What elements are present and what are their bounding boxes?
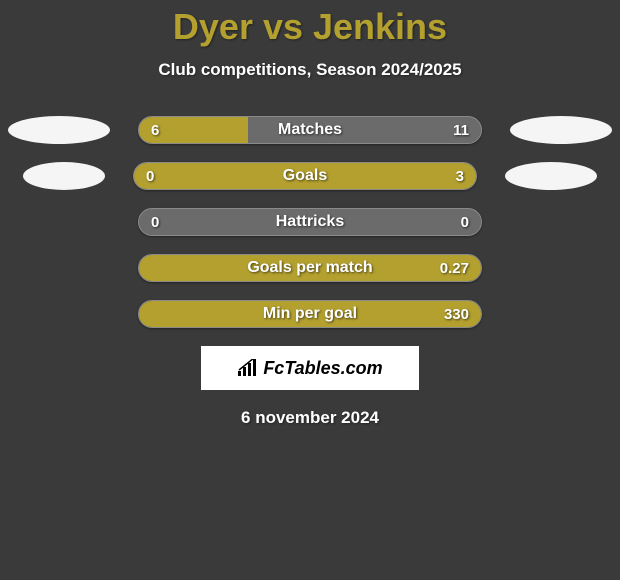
player-avatar-left xyxy=(8,116,110,144)
stat-bar: 0.27Goals per match xyxy=(138,254,482,282)
page-title: Dyer vs Jenkins xyxy=(0,0,620,48)
stat-label: Goals per match xyxy=(139,255,481,281)
player-avatar-right xyxy=(510,116,612,144)
stat-row: 00Hattricks xyxy=(0,208,620,236)
avatar-spacer xyxy=(510,208,612,236)
logo-text: FcTables.com xyxy=(263,358,382,379)
avatar-spacer xyxy=(8,254,110,282)
player-avatar-left xyxy=(23,162,105,190)
avatar-spacer xyxy=(510,254,612,282)
date-text: 6 november 2024 xyxy=(0,408,620,428)
stat-row: 330Min per goal xyxy=(0,300,620,328)
avatar-spacer xyxy=(8,300,110,328)
logo-inner: FcTables.com xyxy=(237,358,382,379)
logo-box: FcTables.com xyxy=(201,346,419,390)
player-avatar-right xyxy=(505,162,597,190)
avatar-spacer xyxy=(8,208,110,236)
avatar-spacer xyxy=(510,300,612,328)
stat-bar: 330Min per goal xyxy=(138,300,482,328)
stat-row: 03Goals xyxy=(0,162,620,190)
stat-bar: 611Matches xyxy=(138,116,482,144)
subtitle: Club competitions, Season 2024/2025 xyxy=(0,60,620,80)
stat-label: Matches xyxy=(139,117,481,143)
stat-row: 611Matches xyxy=(0,116,620,144)
stat-bar: 03Goals xyxy=(133,162,477,190)
stats-area: 611Matches 03Goals 00Hattricks 0.27Goals pe… xyxy=(0,116,620,328)
stat-bar: 00Hattricks xyxy=(138,208,482,236)
stat-label: Min per goal xyxy=(139,301,481,327)
stat-row: 0.27Goals per match xyxy=(0,254,620,282)
chart-icon xyxy=(237,359,259,377)
stat-label: Goals xyxy=(134,163,476,189)
stat-label: Hattricks xyxy=(139,209,481,235)
